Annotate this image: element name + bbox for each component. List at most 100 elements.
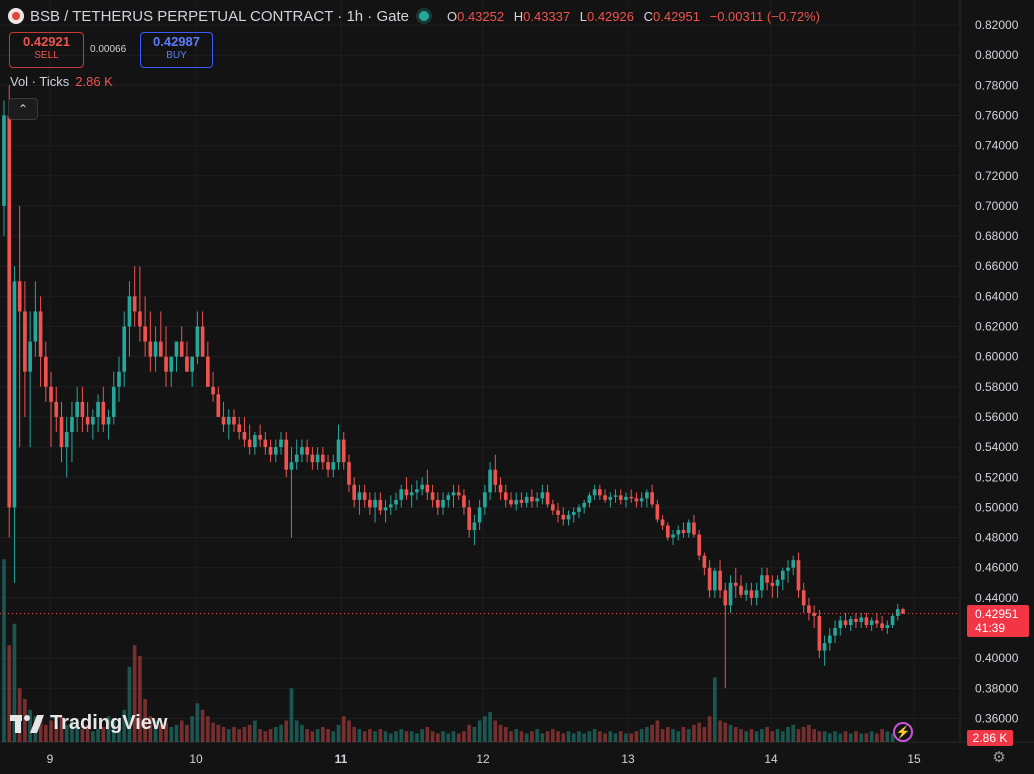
x-tick-label: 10 — [189, 752, 203, 766]
candle-body — [117, 371, 121, 387]
volume-bar — [462, 731, 466, 742]
volume-bar — [545, 731, 550, 742]
candle-body — [446, 495, 451, 500]
candle-body — [676, 530, 681, 535]
collapse-legend-button[interactable]: ⌃ — [8, 98, 38, 120]
volume-bar — [321, 726, 325, 742]
candle-body — [467, 507, 472, 531]
candle-body — [247, 439, 252, 448]
volume-bar — [509, 731, 513, 742]
volume-bar — [817, 731, 822, 742]
candle-body — [23, 311, 27, 372]
candle-body — [780, 570, 785, 580]
volume-bar — [854, 731, 858, 742]
candle-body — [848, 618, 853, 625]
y-tick-label: 0.82000 — [975, 18, 1019, 32]
y-tick-label: 0.50000 — [975, 500, 1019, 514]
volume-bar — [305, 729, 309, 742]
volume-bar — [587, 731, 592, 742]
candle-body — [441, 499, 445, 508]
volume-bar — [54, 722, 59, 742]
volume-bar — [780, 731, 785, 742]
volume-bar — [399, 729, 404, 742]
volume-bar — [451, 731, 456, 742]
volume-bar — [733, 726, 738, 742]
candle-body — [760, 575, 764, 591]
market-open-status-icon — [418, 11, 429, 21]
ohlc-close-key: C — [643, 8, 653, 24]
candle-body — [268, 447, 273, 455]
candle-body — [671, 534, 675, 538]
candle-body — [211, 386, 215, 395]
volume-bar — [592, 729, 597, 742]
candle-body — [253, 435, 257, 448]
candle-body — [294, 454, 299, 463]
candle-body — [566, 514, 571, 520]
buy-button[interactable]: 0.42987 BUY — [140, 32, 213, 68]
volume-bar — [409, 731, 414, 742]
volume-bar — [749, 729, 754, 742]
volume-bar — [341, 716, 346, 742]
x-tick-label: 9 — [47, 752, 54, 766]
lightning-icon[interactable]: ⚡ — [893, 722, 913, 742]
sell-price: 0.42921 — [23, 34, 70, 49]
candle-body — [838, 620, 843, 628]
candle-body — [577, 507, 581, 512]
candle-body — [665, 525, 670, 538]
candle-body — [880, 623, 884, 628]
volume-bar — [707, 716, 712, 742]
volume-legend[interactable]: Vol · Ticks 2.86 K — [10, 74, 113, 89]
candle-body — [153, 341, 158, 357]
candle-body — [801, 590, 806, 606]
candle-body — [12, 281, 17, 508]
candle-body — [728, 582, 733, 606]
candle-body — [587, 495, 592, 503]
volume-bar — [483, 716, 487, 742]
candle-body — [901, 609, 905, 614]
volume-bar — [441, 731, 445, 742]
ohlc-values: O0.43252 H0.43337 L0.42926 C0.42951 −0.0… — [441, 9, 820, 24]
volume-bar — [289, 688, 294, 742]
volume-bar — [791, 724, 796, 742]
tradingview-watermark[interactable]: TradingView — [10, 712, 167, 735]
candle-body — [592, 489, 597, 496]
candle-body — [179, 341, 184, 357]
volume-bar — [91, 731, 95, 742]
candle-body — [697, 534, 701, 556]
symbol-title[interactable]: BSB / TETHERUS PERPETUAL CONTRACT · 1h ·… — [30, 7, 409, 25]
volume-bar — [827, 733, 832, 742]
candle-body — [64, 432, 69, 448]
volume-bar — [368, 729, 372, 742]
volume-bar — [608, 731, 613, 742]
time-axis-area — [0, 742, 1034, 774]
volume-bar — [415, 733, 419, 742]
candle-body — [895, 609, 900, 616]
candle-body — [409, 492, 414, 496]
volume-bar — [822, 731, 827, 742]
volume-bar — [645, 726, 649, 742]
candle-body — [226, 416, 231, 425]
sell-button[interactable]: 0.42921 SELL — [9, 32, 84, 68]
volume-bar — [394, 731, 398, 742]
candle-body — [660, 519, 665, 526]
candle-body — [550, 504, 555, 511]
y-tick-label: 0.56000 — [975, 410, 1019, 424]
y-tick-label: 0.78000 — [975, 78, 1019, 92]
y-tick-label: 0.48000 — [975, 531, 1019, 545]
gear-icon[interactable]: ⚙ — [992, 749, 1006, 766]
candle-body — [514, 499, 519, 505]
volume-bar — [64, 724, 69, 742]
candle-body — [200, 326, 205, 357]
y-tick-label: 0.70000 — [975, 199, 1019, 213]
candle-body — [289, 462, 294, 470]
candle-body — [483, 492, 487, 508]
candle-body — [545, 492, 550, 505]
volume-bar — [571, 733, 576, 742]
volume-bar — [425, 726, 430, 742]
volume-bar — [383, 731, 388, 742]
volume-bar — [153, 720, 158, 742]
volume-bar — [268, 729, 273, 742]
candle-body — [425, 484, 430, 493]
volume-bar — [357, 729, 362, 742]
